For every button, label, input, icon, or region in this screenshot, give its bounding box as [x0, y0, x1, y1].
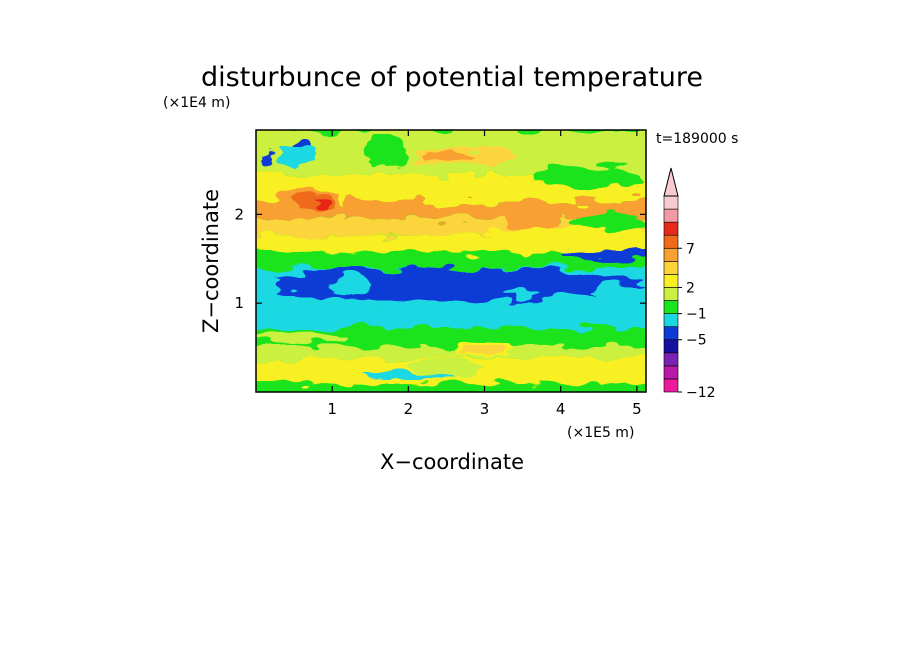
field-band-0 [256, 383, 646, 392]
y-tick-label: 2 [234, 205, 244, 223]
colorbar-segment-5 [663, 313, 679, 327]
x-tick-label: 4 [556, 400, 566, 418]
colorbar: −12−5−127 [663, 167, 716, 401]
field-patch-11 [537, 328, 646, 348]
field-patch-20 [259, 152, 272, 166]
time-label: t=189000 s [656, 131, 738, 147]
field-patch-3 [499, 288, 538, 298]
plot-frame [255, 129, 647, 393]
field-band-4 [256, 304, 646, 329]
field-patch-25 [256, 253, 646, 263]
y-unit-label: (×1E4 m) [163, 95, 230, 111]
colorbar-segment-1 [663, 365, 679, 380]
y-axis: 12 [234, 205, 646, 312]
colorbar-segment-6 [663, 300, 679, 314]
y-axis-label: Z−coordinate [199, 189, 223, 333]
field-patch-2 [324, 276, 371, 295]
field-patch-0 [256, 267, 646, 302]
field-patch-5 [316, 267, 378, 277]
colorbar-segment-10 [663, 247, 679, 262]
x-axis: 1 2 3 4 5 [327, 130, 642, 418]
field-patch-8 [256, 331, 348, 343]
field-patch-1 [256, 276, 279, 297]
field-band-2 [256, 345, 646, 359]
colorbar-segment-2 [663, 352, 679, 367]
colorbar-segment-14 [663, 195, 679, 210]
field-patch-21 [278, 147, 317, 166]
field-patch-18 [568, 214, 646, 233]
chart-title: disturbunce of potential temperature [201, 62, 703, 93]
colorbar-segment-7 [663, 287, 679, 301]
x-tick-label: 5 [632, 400, 642, 418]
colorbar-segment-4 [663, 326, 679, 341]
colorbar-tick-label: 7 [686, 241, 695, 257]
field-patch-7 [457, 345, 508, 355]
colorbar-segment-11 [663, 234, 679, 249]
colorbar-segment-9 [663, 261, 679, 275]
contour-field [256, 130, 646, 392]
colorbar-segment-12 [663, 221, 679, 236]
field-band-7 [256, 235, 646, 252]
x-tick-label: 3 [480, 400, 490, 418]
x-tick-label: 2 [404, 400, 414, 418]
colorbar-tick-label: −5 [686, 333, 707, 349]
field-patch-16 [423, 152, 477, 162]
field-patch-14 [313, 198, 329, 208]
y-tick-label: 1 [234, 294, 244, 312]
colorbar-segment-3 [663, 339, 679, 354]
x-axis-label: X−coordinate [380, 450, 524, 474]
colorbar-tick-label: −12 [686, 385, 716, 401]
field-patch-4 [591, 285, 646, 297]
colorbar-tick-label: 2 [686, 280, 695, 296]
colorbar-segment-13 [663, 208, 679, 223]
colorbar-segment-8 [663, 274, 679, 288]
field-band-9 [256, 201, 646, 219]
field-patch-23 [484, 227, 646, 240]
x-unit-label: (×1E5 m) [567, 425, 634, 441]
field-patch-26 [560, 248, 646, 261]
field-patch-10 [362, 372, 455, 380]
field-patch-24 [507, 214, 561, 228]
field-patch-22 [362, 134, 409, 170]
colorbar-segment-0 [663, 378, 679, 393]
field-patch-9 [408, 360, 485, 375]
colorbar-tick-label: −1 [686, 307, 707, 323]
colorbar-extend-arrow [663, 167, 679, 197]
field-patch-17 [530, 165, 646, 188]
x-tick-label: 1 [327, 400, 337, 418]
